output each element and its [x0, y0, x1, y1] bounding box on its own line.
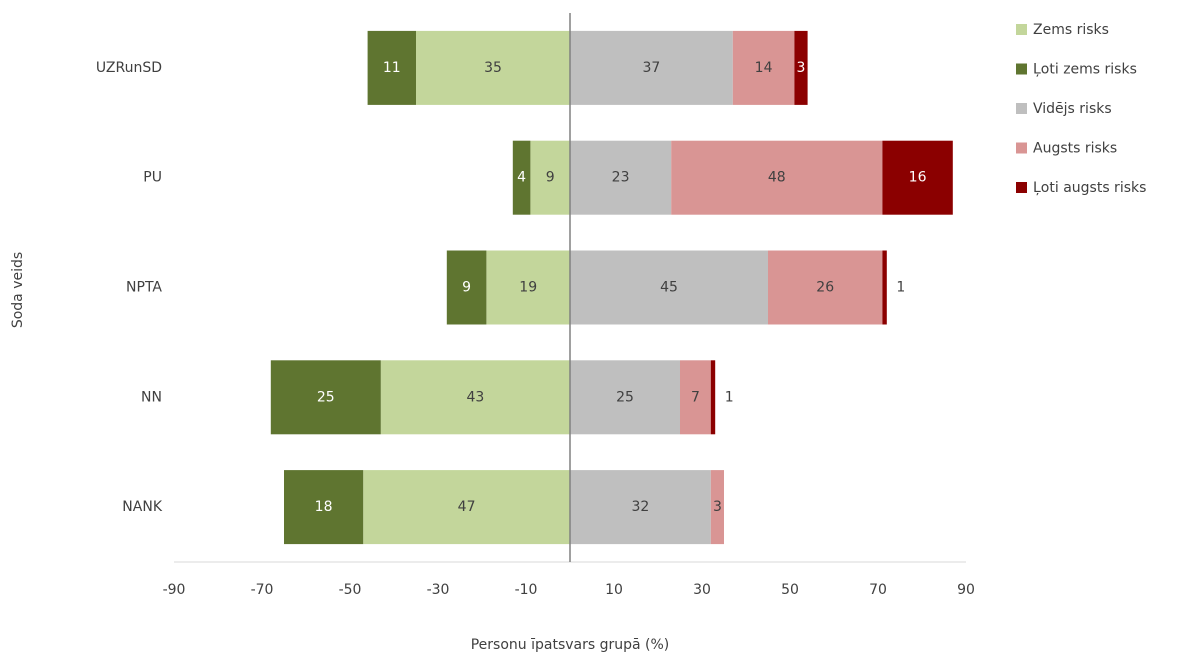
bar-segment: [530, 140, 570, 215]
data-label: 3: [713, 499, 722, 515]
data-label: 25: [317, 389, 335, 405]
data-label: 3: [797, 60, 806, 76]
x-tick-label: 30: [693, 582, 711, 598]
y-tick-label: NANK: [122, 499, 163, 515]
x-tick-label: -50: [339, 582, 362, 598]
data-label: 9: [546, 170, 555, 186]
bar-segment: [710, 470, 724, 545]
legend-swatch: [1016, 103, 1027, 114]
x-tick-label: -30: [427, 582, 450, 598]
data-label: 16: [909, 170, 927, 186]
bar-segment: [680, 360, 711, 435]
bar-segment: [671, 140, 883, 215]
data-label: 18: [315, 499, 333, 515]
data-label: 9: [462, 280, 471, 296]
bar-segment: [570, 30, 733, 105]
data-label: 7: [691, 389, 700, 405]
bar-segment: [270, 360, 381, 435]
bar-segment: [794, 30, 808, 105]
y-tick-label: NN: [141, 389, 162, 405]
x-axis-title: Personu īpatsvars grupā (%): [471, 637, 670, 653]
data-label: 4: [517, 170, 526, 186]
data-label: 1: [896, 280, 905, 296]
data-label: 19: [519, 280, 537, 296]
x-tick-label: -70: [251, 582, 274, 598]
legend-label: Augsts risks: [1033, 141, 1117, 157]
legend-swatch: [1016, 24, 1027, 35]
bar-segment: [363, 470, 570, 545]
x-tick-label: -10: [515, 582, 538, 598]
bar-segment: [380, 360, 570, 435]
bar-segment: [570, 250, 768, 325]
data-label: 47: [458, 499, 476, 515]
legend-label: Ļoti augsts risks: [1033, 180, 1146, 196]
bar-segment: [882, 250, 887, 325]
y-tick-label: UZRunSD: [96, 60, 162, 76]
bar-segment: [512, 140, 531, 215]
legend-swatch: [1016, 63, 1027, 75]
legend-swatch: [1016, 182, 1027, 193]
bar-segment: [367, 30, 416, 105]
data-label: 26: [816, 280, 834, 296]
bar-segment: [570, 140, 672, 215]
legend-swatch: [1016, 142, 1027, 154]
bar-segment: [768, 250, 883, 325]
x-tick-label: -90: [163, 582, 186, 598]
bar-segment: [882, 140, 953, 215]
data-label: 32: [631, 499, 649, 515]
y-tick-label: NPTA: [126, 280, 162, 296]
x-tick-label: 90: [957, 582, 975, 598]
bar-segment: [710, 360, 716, 435]
x-tick-label: 70: [869, 582, 887, 598]
legend-label: Ļoti zems risks: [1033, 62, 1137, 78]
y-tick-label: PU: [143, 170, 162, 186]
bar-segment: [416, 30, 570, 105]
y-axis-title: Soda veids: [10, 252, 26, 328]
bar-segment: [732, 30, 795, 105]
data-label: 35: [484, 60, 502, 76]
data-label: 45: [660, 280, 678, 296]
data-label: 43: [466, 389, 484, 405]
x-tick-label: 10: [605, 582, 623, 598]
data-label: 23: [612, 170, 630, 186]
data-label: 11: [383, 60, 401, 76]
data-label: 37: [642, 60, 660, 76]
data-label: 1: [725, 389, 734, 405]
bar-segment: [570, 360, 680, 435]
data-label: 48: [768, 170, 786, 186]
bar-segment: [570, 470, 711, 545]
x-tick-label: 50: [781, 582, 799, 598]
bar-segment: [486, 250, 570, 325]
bar-segment: [284, 470, 364, 545]
legend-label: Vidējs risks: [1033, 101, 1112, 117]
bar-segment: [446, 250, 487, 325]
data-label: 14: [755, 60, 773, 76]
data-label: 25: [616, 389, 634, 405]
legend-label: Zems risks: [1033, 22, 1109, 38]
